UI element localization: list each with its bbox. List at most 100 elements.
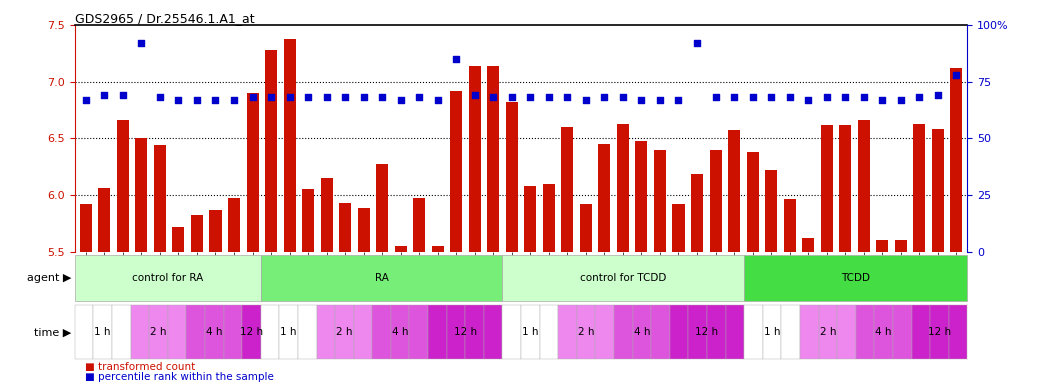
Point: [929, 92, 946, 98]
Point: [244, 94, 261, 101]
Point: [744, 94, 761, 101]
Point: [281, 94, 298, 101]
Bar: [874, 305, 893, 359]
Bar: [465, 305, 484, 359]
Bar: [782, 305, 800, 359]
Bar: [409, 305, 428, 359]
Bar: [728, 130, 740, 252]
Point: [448, 56, 465, 62]
Bar: [744, 305, 763, 359]
Bar: [635, 141, 648, 252]
Text: 2 h: 2 h: [151, 327, 167, 337]
Bar: [80, 204, 92, 252]
Text: 2 h: 2 h: [820, 327, 837, 337]
Point: [485, 94, 501, 101]
Text: 4 h: 4 h: [875, 327, 892, 337]
Point: [559, 94, 576, 101]
Bar: [335, 305, 354, 359]
Bar: [484, 305, 502, 359]
Point: [855, 94, 872, 101]
Bar: [855, 305, 874, 359]
Point: [208, 97, 224, 103]
Bar: [857, 120, 870, 252]
Bar: [413, 198, 426, 252]
Bar: [688, 305, 707, 359]
Bar: [187, 305, 204, 359]
Point: [893, 97, 909, 103]
Bar: [502, 305, 521, 359]
Text: ■ percentile rank within the sample: ■ percentile rank within the sample: [85, 372, 274, 382]
Bar: [819, 305, 838, 359]
Bar: [210, 210, 221, 252]
Bar: [654, 149, 666, 252]
Bar: [242, 305, 261, 359]
Bar: [112, 305, 131, 359]
Point: [225, 97, 242, 103]
Bar: [168, 305, 187, 359]
Point: [392, 97, 409, 103]
Text: 12 h: 12 h: [240, 327, 263, 337]
Bar: [558, 305, 577, 359]
Bar: [279, 305, 298, 359]
Text: time ▶: time ▶: [34, 327, 72, 337]
Bar: [93, 305, 112, 359]
Bar: [580, 204, 592, 252]
Point: [170, 97, 187, 103]
Point: [614, 94, 631, 101]
Bar: [800, 305, 819, 359]
Bar: [765, 170, 777, 252]
Point: [336, 94, 353, 101]
Point: [522, 94, 539, 101]
Bar: [577, 305, 596, 359]
Text: 12 h: 12 h: [695, 327, 718, 337]
Bar: [283, 38, 296, 252]
Bar: [521, 305, 540, 359]
Point: [911, 94, 928, 101]
Bar: [99, 188, 110, 252]
Bar: [394, 246, 407, 252]
Point: [152, 94, 168, 101]
Bar: [302, 189, 315, 252]
Point: [837, 94, 853, 101]
Point: [263, 94, 279, 101]
Bar: [135, 138, 147, 252]
Point: [652, 97, 668, 103]
Bar: [432, 246, 444, 252]
Bar: [949, 305, 967, 359]
Point: [189, 97, 206, 103]
Bar: [339, 203, 351, 252]
Bar: [651, 305, 670, 359]
Bar: [354, 305, 373, 359]
Bar: [228, 198, 240, 252]
Point: [577, 97, 594, 103]
Text: TCDD: TCDD: [842, 273, 870, 283]
Bar: [632, 305, 651, 359]
Bar: [838, 305, 855, 359]
Point: [874, 97, 891, 103]
Text: 2 h: 2 h: [578, 327, 595, 337]
Bar: [540, 305, 558, 359]
Bar: [710, 149, 721, 252]
Bar: [784, 199, 796, 252]
Bar: [265, 50, 277, 252]
Bar: [502, 255, 744, 301]
Bar: [321, 178, 332, 252]
Bar: [746, 152, 759, 252]
Point: [374, 94, 390, 101]
Bar: [524, 186, 537, 252]
Bar: [691, 174, 703, 252]
Point: [355, 94, 372, 101]
Bar: [376, 164, 388, 252]
Point: [78, 97, 94, 103]
Bar: [117, 120, 129, 252]
Bar: [802, 238, 814, 252]
Bar: [154, 145, 166, 252]
Point: [763, 94, 780, 101]
Bar: [614, 305, 632, 359]
Point: [948, 72, 964, 78]
Bar: [469, 66, 481, 252]
Point: [300, 94, 317, 101]
Bar: [707, 305, 726, 359]
Bar: [543, 184, 555, 252]
Text: 4 h: 4 h: [392, 327, 408, 337]
